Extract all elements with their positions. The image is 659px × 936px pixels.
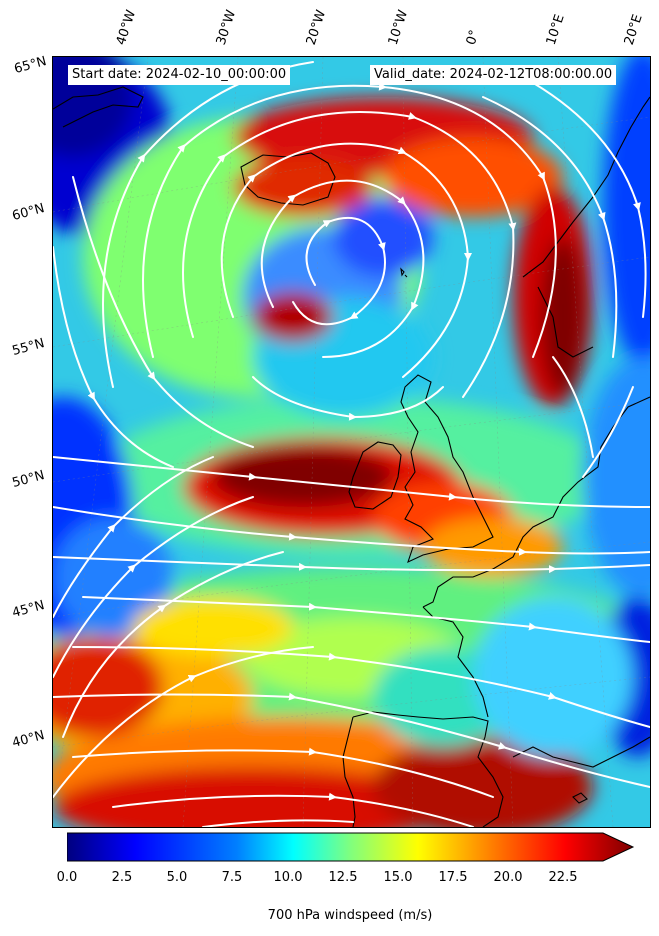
colorbar-tick: 12.5 [328,870,358,885]
lat-label: 60°N [10,201,47,224]
valid-date-label: Valid_date: 2024-02-12T08:00:00.00 [370,65,617,85]
colorbar-tick: 22.5 [548,870,578,885]
lon-label: 40°W [113,8,140,47]
colorbar-tick: 10.0 [273,870,303,885]
colorbar-gradient [67,832,635,862]
colorbar-tick: 0.0 [56,870,78,885]
colorbar-tick: 17.5 [438,870,468,885]
lat-label: 55°N [10,336,47,359]
lon-label: 10°E [543,12,568,48]
windspeed-field [53,57,650,827]
lon-label: 20°W [303,8,330,47]
start-date-label: Start date: 2024-02-10_00:00:00 [68,65,291,85]
colorbar-tick: 15.0 [383,870,413,885]
colorbar [67,832,635,862]
colorbar-tick: 5.0 [166,870,188,885]
colorbar-label: 700 hPa windspeed (m/s) [267,908,433,923]
streamlines [53,61,650,827]
wind-field-svg [53,57,650,827]
lat-label: 50°N [10,468,47,491]
colorbar-tick: 7.5 [221,870,243,885]
lat-label: 65°N [12,54,49,77]
lat-label: 40°N [10,728,47,751]
lon-label: 10°W [385,8,412,47]
colorbar-tick: 20.0 [493,870,523,885]
lon-label: 20°E [621,12,646,48]
lon-label: 30°W [213,8,240,47]
lat-label: 45°N [10,598,47,621]
colorbar-tick: 2.5 [111,870,133,885]
wind-map [52,56,651,828]
lon-label: 0° [463,28,483,47]
continent-coast [422,396,650,608]
greenland-coast [53,86,144,128]
